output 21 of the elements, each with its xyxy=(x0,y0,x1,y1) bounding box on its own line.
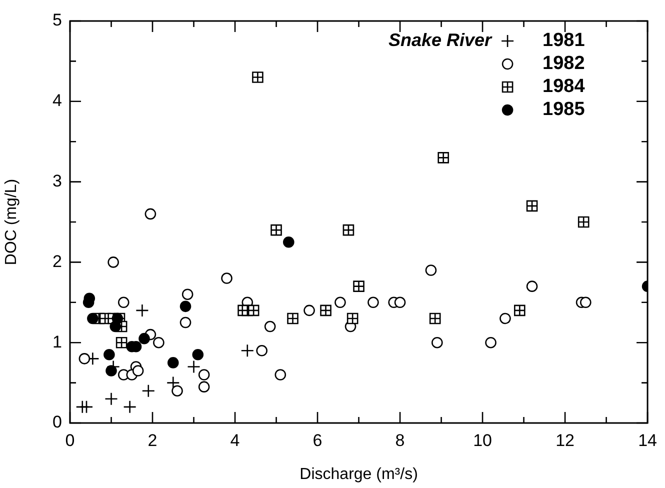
x-tick-label: 4 xyxy=(230,430,240,450)
y-tick-label: 4 xyxy=(52,91,62,110)
x-tick-label: 0 xyxy=(65,430,75,450)
x-tick-label: 12 xyxy=(556,430,574,450)
y-tick-label: 0 xyxy=(52,412,62,432)
y-tick-label: 3 xyxy=(52,171,62,190)
x-tick-label: 8 xyxy=(395,430,405,450)
y-tick-label: 2 xyxy=(52,252,62,271)
x-tick-label: 14 xyxy=(638,430,658,450)
y-tick-label: 5 xyxy=(52,10,62,30)
x-tick-label: 6 xyxy=(312,430,322,450)
legend-label: 1982 xyxy=(542,53,585,74)
x-tick-label: 10 xyxy=(473,430,492,450)
legend-label: 1985 xyxy=(542,99,586,120)
legend-label: 1981 xyxy=(542,30,586,52)
legend-label: 1984 xyxy=(542,76,586,98)
y-tick-label: 1 xyxy=(52,332,62,352)
y-axis-title: DOC (mg/L) xyxy=(3,178,20,266)
legend-title: Snake River xyxy=(388,30,493,50)
x-tick-label: 2 xyxy=(148,430,158,450)
x-axis-title: Discharge (m³/s) xyxy=(300,466,418,483)
